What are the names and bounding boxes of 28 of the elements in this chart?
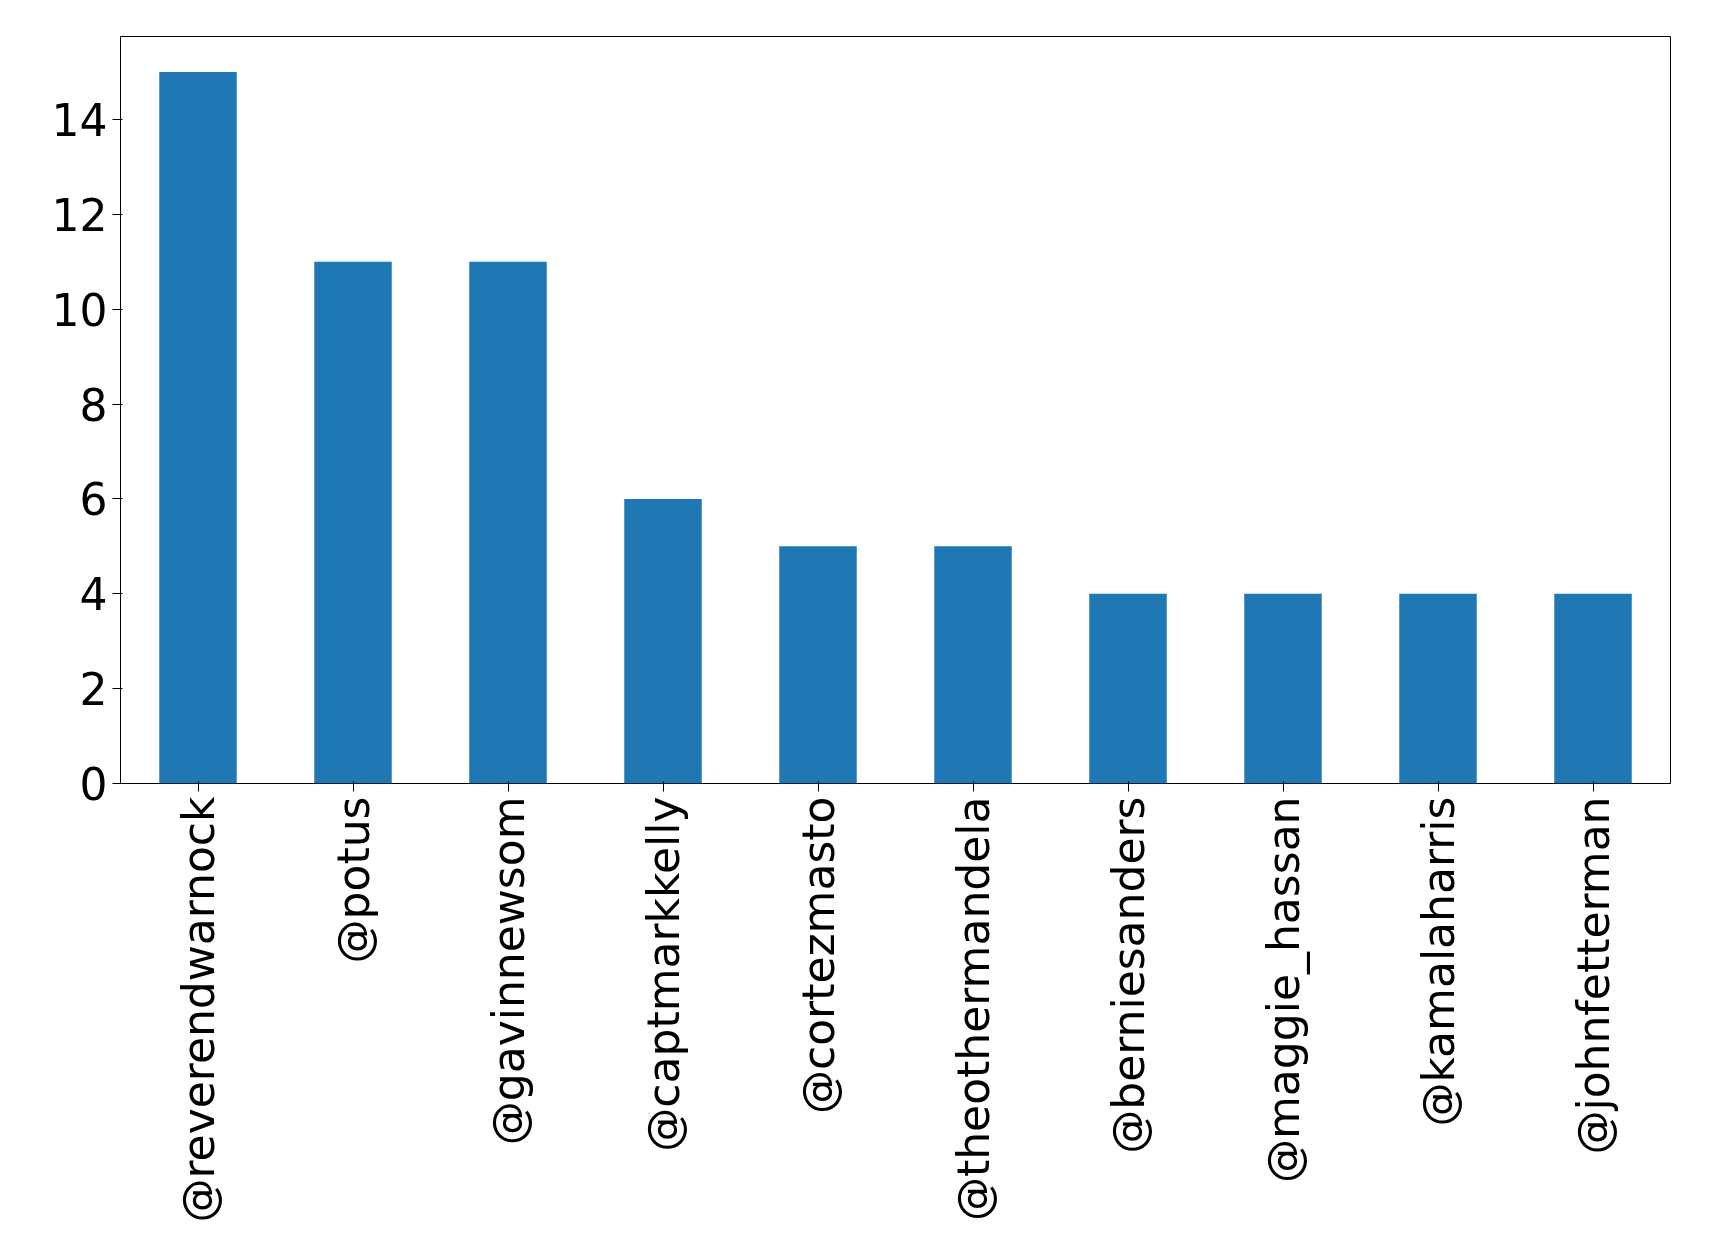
y-tick-label: 14 [51,95,108,146]
bar [469,261,547,784]
bar [1399,593,1477,784]
y-tick-label: 8 [79,379,108,431]
bar [314,261,392,784]
y-tick-label: 6 [79,474,108,526]
x-tick-label: @maggie_hassan [1257,796,1310,1184]
x-tick-label: @theothermandela [947,796,999,1222]
y-tick-label: 10 [51,284,108,336]
bar [779,546,857,784]
x-tick-label: @johnfetterman [1567,796,1619,1155]
bar [934,546,1012,784]
x-tick-label: @potus [327,796,379,964]
y-tick-label: 4 [79,569,108,621]
bar [624,498,702,784]
x-tick-label: @kamalaharris [1412,796,1464,1127]
x-tick-label: @captmarkkelly [637,796,689,1152]
x-tick-label: @berniesanders [1102,796,1154,1154]
y-tick-label: 12 [51,189,108,241]
x-tick-label: @gavinnewsom [482,796,534,1146]
x-tick-label: @cortezmasto [792,796,844,1115]
bar [1089,593,1167,784]
x-tick-label: @reverendwarnock [172,795,224,1223]
bar [1244,593,1322,784]
y-tick-label: 2 [79,664,108,716]
bar [159,72,237,784]
bar [1554,593,1632,784]
y-tick-label: 0 [79,759,108,810]
